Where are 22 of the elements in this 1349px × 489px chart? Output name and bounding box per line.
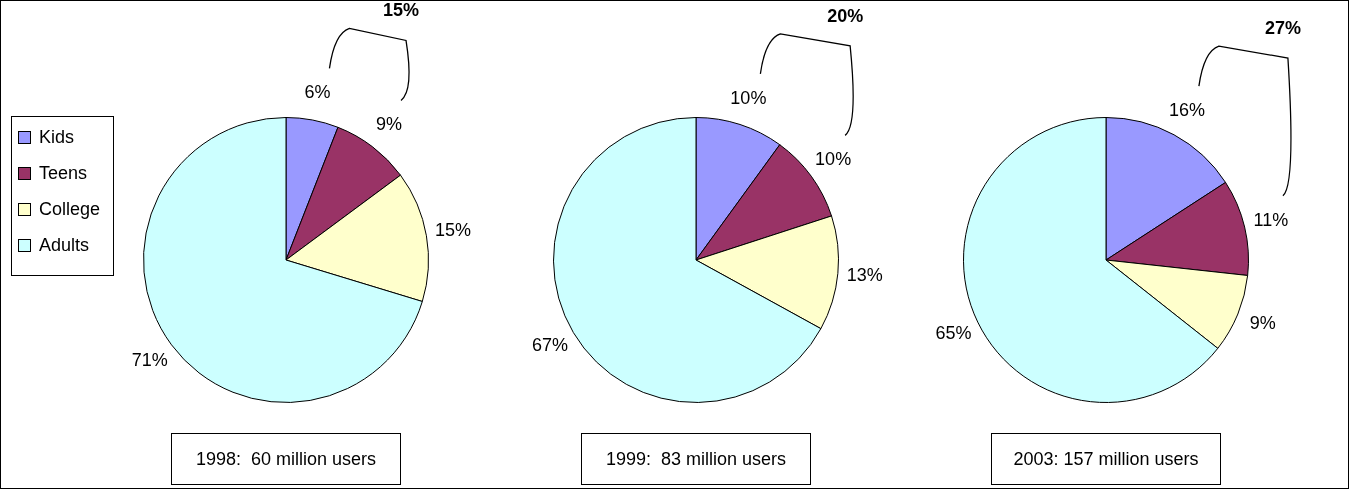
data-label: 13%: [846, 264, 883, 285]
legend-label: Teens: [38, 163, 89, 184]
data-label: 10%: [730, 87, 767, 108]
text: 2003: 157 million users: [991, 433, 1221, 485]
legend-label: College: [38, 199, 102, 220]
text: 15%: [383, 0, 420, 22]
data-label: 67%: [532, 335, 569, 356]
legend-label: Adults: [38, 235, 91, 256]
data-label: 16%: [1168, 100, 1205, 121]
data-label: 10%: [815, 149, 852, 170]
data-label: 9%: [376, 114, 403, 135]
data-label: 15%: [435, 220, 472, 241]
data-label: 11%: [1253, 209, 1289, 230]
text: 27%: [1264, 18, 1301, 40]
data-label: 6%: [304, 82, 331, 103]
text: 20%: [827, 5, 864, 27]
text: 1998: 60 million users: [171, 433, 401, 485]
data-label: 65%: [935, 322, 972, 343]
data-label: 9%: [1249, 313, 1276, 334]
data-label: 71%: [131, 349, 168, 370]
text: 1999: 83 million users: [581, 433, 811, 485]
legend-label: Kids: [38, 127, 75, 148]
